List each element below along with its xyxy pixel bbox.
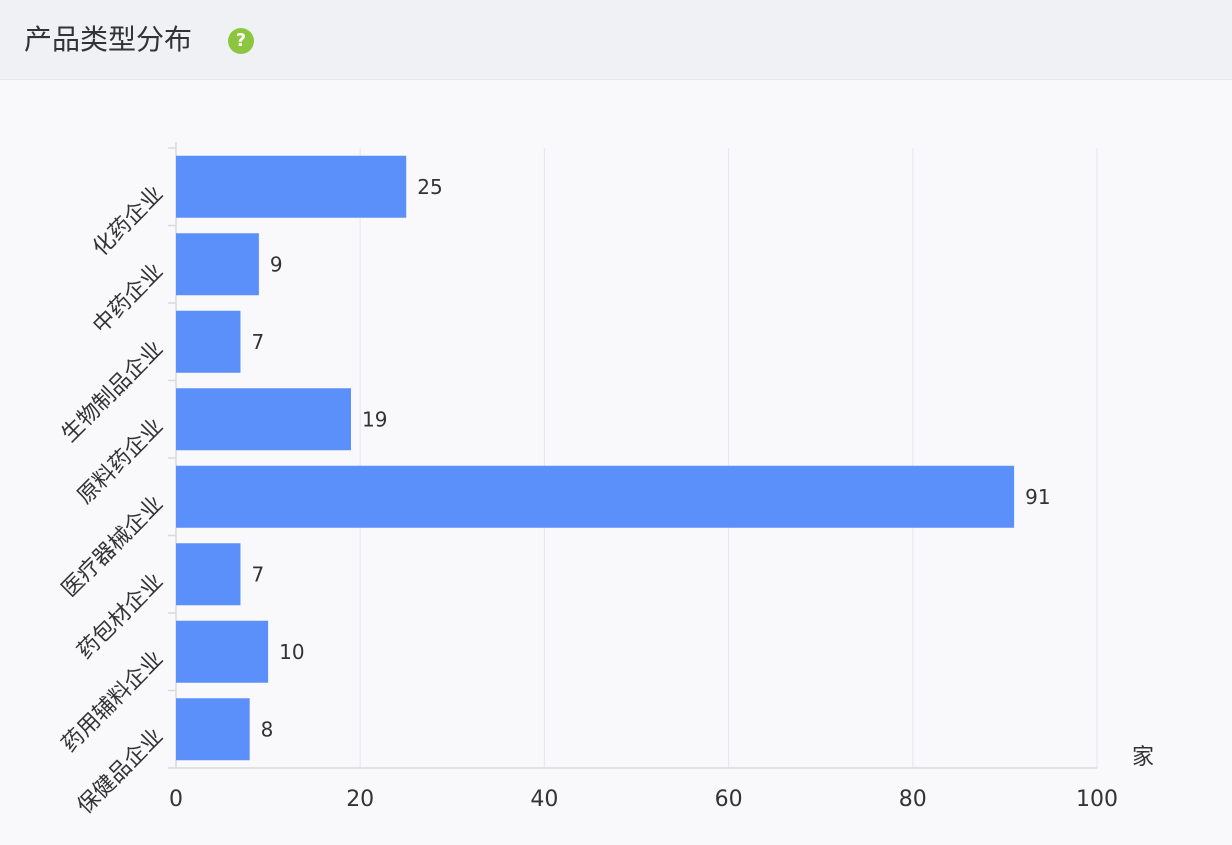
bar-value-label: 7	[251, 330, 264, 354]
x-tick-label: 20	[346, 787, 374, 812]
bar[interactable]	[176, 310, 241, 373]
bar-value-label: 25	[417, 175, 442, 199]
bar[interactable]	[176, 698, 250, 761]
x-unit-label: 家	[1132, 745, 1154, 770]
bar-value-label: 19	[362, 407, 387, 431]
bars	[176, 155, 1015, 761]
category-label: 化药企业	[88, 181, 168, 261]
bar[interactable]	[176, 620, 269, 683]
bar-value-label: 91	[1025, 485, 1050, 509]
grid-lines	[359, 148, 1098, 768]
x-tick-label: 60	[715, 787, 743, 812]
bar-value-label: 8	[261, 717, 274, 741]
bar[interactable]	[176, 465, 1015, 528]
bar[interactable]	[176, 233, 259, 296]
axes	[168, 142, 1097, 769]
x-tick-label: 0	[169, 787, 183, 812]
bar-value-label: 10	[279, 640, 304, 664]
panel-title: 产品类型分布	[24, 23, 193, 56]
x-tick-label: 100	[1076, 787, 1118, 812]
x-tick-label: 80	[899, 787, 927, 812]
bar[interactable]	[176, 543, 241, 606]
bar[interactable]	[176, 388, 351, 451]
question-circle-icon[interactable]: ?	[228, 28, 254, 54]
category-label: 中药企业	[88, 259, 168, 339]
bar-value-label: 7	[251, 562, 264, 586]
bar-value-label: 9	[270, 252, 283, 276]
x-tick-label: 40	[530, 787, 558, 812]
bar[interactable]	[176, 155, 407, 218]
panel-header: 产品类型分布 ?	[0, 0, 1232, 80]
